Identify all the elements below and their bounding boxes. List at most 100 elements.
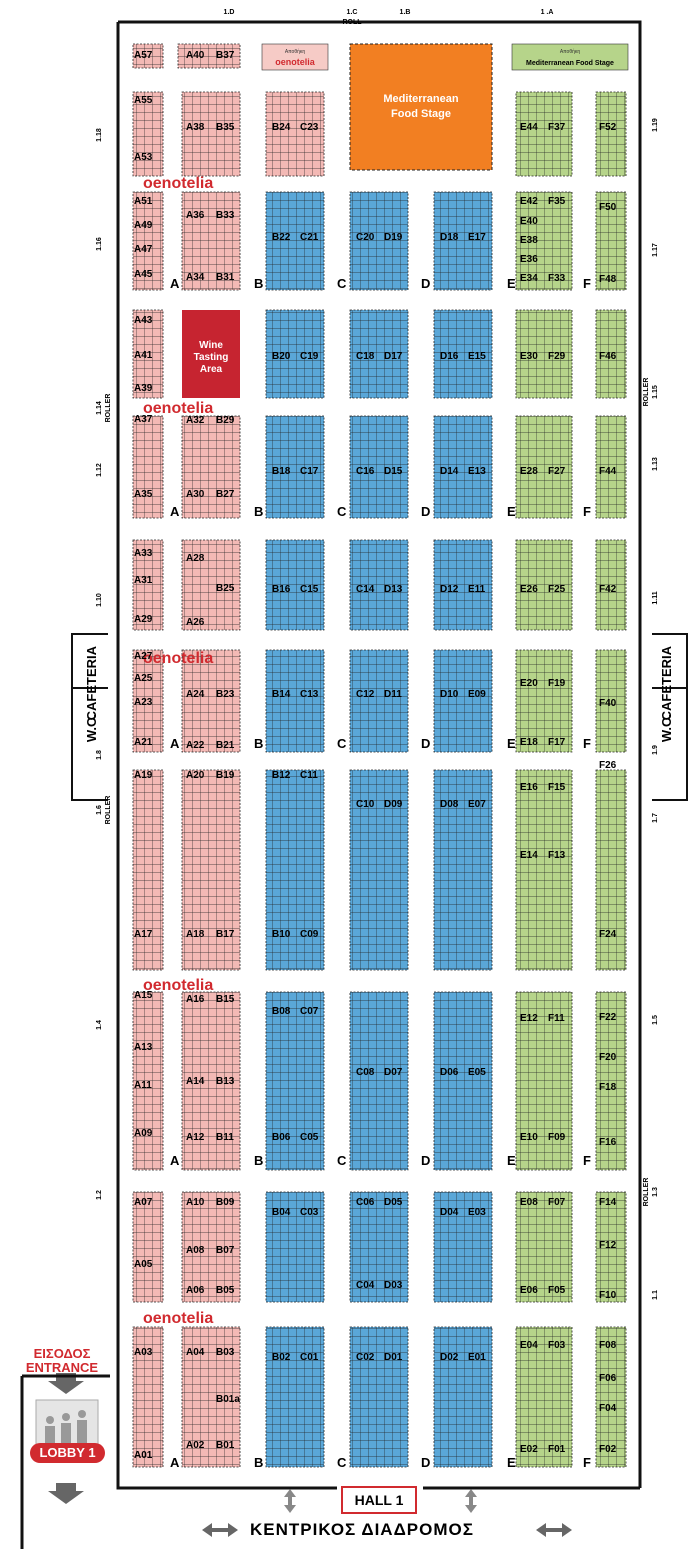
stand-block[interactable] <box>349 1326 409 1468</box>
stand-block[interactable] <box>515 1326 573 1468</box>
stand-block[interactable] <box>349 191 409 291</box>
door-label-right: 1.15 <box>652 385 659 399</box>
stand-block[interactable] <box>349 991 409 1171</box>
stand-label: F16 <box>599 1137 617 1148</box>
stand-block[interactable] <box>132 415 164 519</box>
stand-block[interactable] <box>132 1191 164 1303</box>
stand-block[interactable] <box>595 1326 627 1468</box>
stand-label: E14 <box>520 850 538 861</box>
stand-label: A16 <box>186 994 205 1005</box>
stand-block[interactable] <box>515 415 573 519</box>
stand-block[interactable] <box>181 769 241 971</box>
stand-block[interactable] <box>433 309 493 399</box>
stand-block[interactable] <box>595 539 627 631</box>
stand-block[interactable] <box>433 415 493 519</box>
stand-block[interactable] <box>132 649 164 753</box>
stand-label: A10 <box>186 1197 205 1208</box>
stand-label: F02 <box>599 1444 617 1455</box>
stand-block[interactable] <box>265 415 325 519</box>
stand-block[interactable] <box>265 191 325 291</box>
stand-label: B17 <box>216 929 235 940</box>
aisle-letter: E <box>507 504 516 519</box>
stand-block[interactable] <box>433 991 493 1171</box>
door-label-left: ROLLER <box>105 796 112 825</box>
stand-block[interactable] <box>181 1191 241 1303</box>
stand-block[interactable] <box>132 91 164 177</box>
cafeteria-right: CAFETERIA <box>659 646 674 721</box>
stand-block[interactable] <box>515 91 573 177</box>
stand-block[interactable] <box>181 191 241 291</box>
stand-block[interactable] <box>515 539 573 631</box>
stand-block[interactable] <box>349 1191 409 1303</box>
stand-block[interactable] <box>265 769 325 971</box>
food-stage-area[interactable] <box>349 43 493 171</box>
stand-block[interactable] <box>132 1326 164 1468</box>
stand-label: C11 <box>300 770 318 781</box>
stand-block[interactable] <box>265 1326 325 1468</box>
stand-label: E13 <box>468 466 486 477</box>
stand-block[interactable] <box>595 1191 627 1303</box>
stand-block[interactable] <box>595 991 627 1171</box>
stand-block[interactable] <box>132 309 164 399</box>
stand-label: F04 <box>599 1403 617 1414</box>
stand-block[interactable] <box>265 91 325 177</box>
stand-block[interactable] <box>132 769 164 971</box>
stand-block[interactable] <box>595 415 627 519</box>
stand-label: F22 <box>599 1012 617 1023</box>
stand-label: B16 <box>272 584 291 595</box>
stand-block[interactable] <box>595 649 627 753</box>
wine-tasting-area[interactable] <box>182 310 240 398</box>
stand-block[interactable] <box>181 649 241 753</box>
stand-block[interactable] <box>515 769 573 971</box>
stand-block[interactable] <box>181 539 241 631</box>
stand-block[interactable] <box>433 649 493 753</box>
stand-block[interactable] <box>349 769 409 971</box>
stand-block[interactable] <box>515 1191 573 1303</box>
stand-block[interactable] <box>132 43 164 69</box>
stand-block[interactable] <box>433 1326 493 1468</box>
stand-block[interactable] <box>177 43 241 69</box>
stand-block[interactable] <box>595 191 627 291</box>
stand-block[interactable] <box>349 649 409 753</box>
stand-block[interactable] <box>265 991 325 1171</box>
stand-block[interactable] <box>265 309 325 399</box>
stand-block[interactable] <box>265 539 325 631</box>
lobby-badge: LOBBY 1 <box>30 1443 105 1463</box>
stand-label: D12 <box>440 584 459 595</box>
aisle-letters: A B C D E F A B C D E F A B C D E F A B C D E F A B C D E F <box>170 276 591 1470</box>
stand-label: E01 <box>468 1352 486 1363</box>
stand-block[interactable] <box>433 769 493 971</box>
stand-label: E36 <box>520 254 538 265</box>
stand-block[interactable] <box>132 991 164 1171</box>
stand-block[interactable] <box>515 309 573 399</box>
stand-block[interactable] <box>181 1326 241 1468</box>
stand-block[interactable] <box>349 539 409 631</box>
stand-block[interactable] <box>433 1191 493 1303</box>
stand-label: B23 <box>216 689 235 700</box>
stand-block[interactable] <box>515 649 573 753</box>
stand-block[interactable] <box>132 191 164 291</box>
stand-block[interactable] <box>595 309 627 399</box>
stand-block[interactable] <box>515 991 573 1171</box>
stand-label: A21 <box>134 737 153 748</box>
stand-block[interactable] <box>433 539 493 631</box>
stand-block[interactable] <box>433 191 493 291</box>
stand-block[interactable] <box>595 769 627 971</box>
stand-block[interactable] <box>595 91 627 177</box>
stand-block[interactable] <box>181 415 241 519</box>
aisle-letter: A <box>170 504 180 519</box>
door-label-top: 1.D <box>224 9 235 16</box>
stand-block[interactable] <box>265 649 325 753</box>
stand-block[interactable] <box>181 991 241 1171</box>
stand-grid-overlay <box>132 43 627 1468</box>
stand-label: A07 <box>134 1197 153 1208</box>
stand-block[interactable] <box>265 1191 325 1303</box>
stand-block[interactable] <box>132 539 164 631</box>
stand-label: A19 <box>134 770 153 781</box>
stand-block[interactable] <box>349 309 409 399</box>
stand-label: C09 <box>300 929 319 940</box>
stand-block[interactable] <box>349 415 409 519</box>
stand-label: A49 <box>134 220 153 231</box>
stand-block[interactable] <box>181 91 241 177</box>
stand-block[interactable] <box>515 191 573 291</box>
